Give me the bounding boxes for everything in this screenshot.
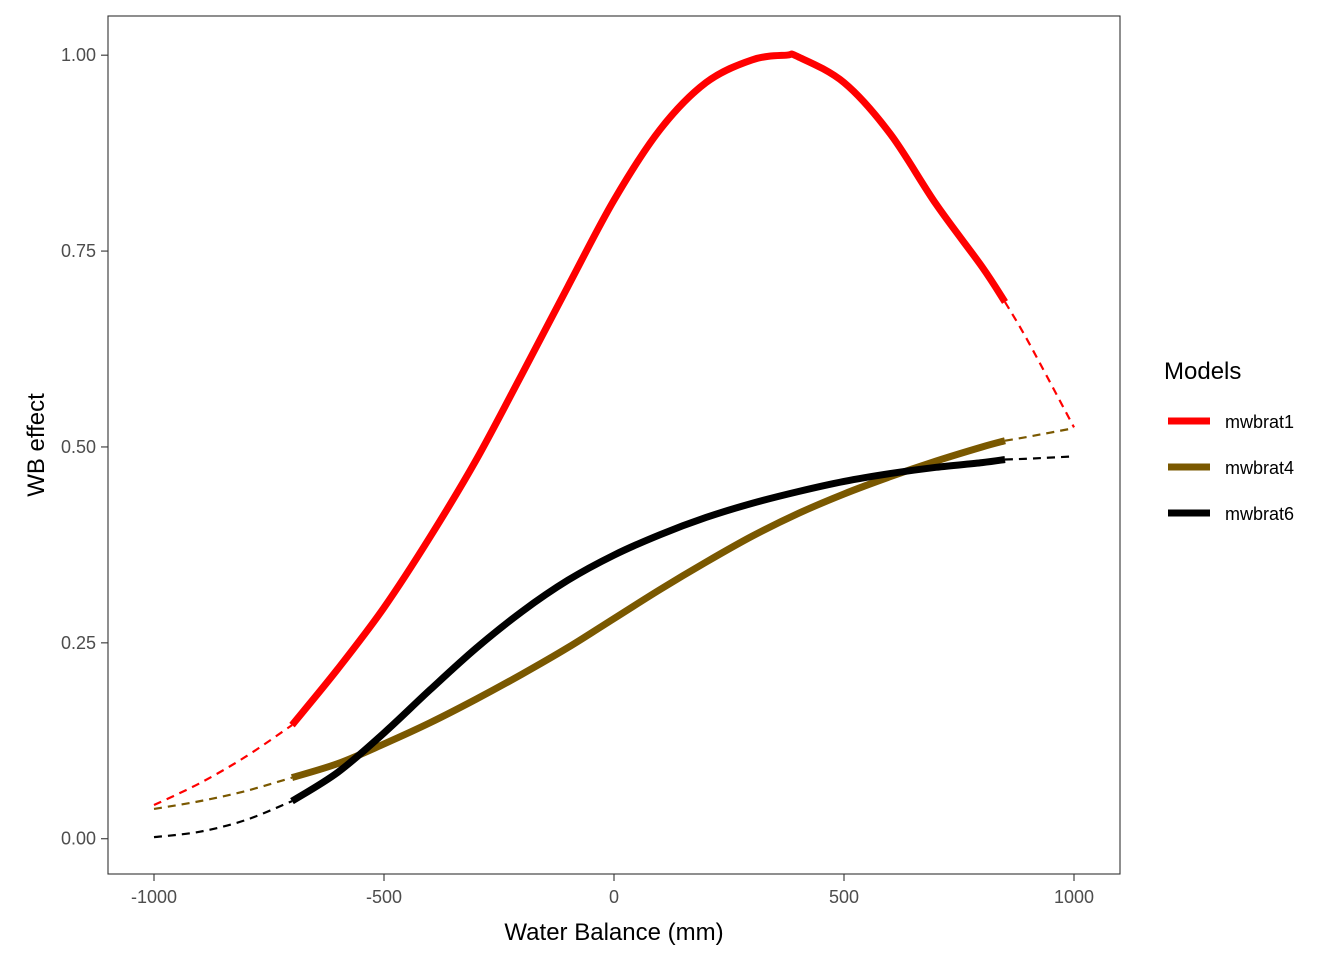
y-tick-label: 1.00 bbox=[61, 45, 96, 65]
x-axis: -1000 -500 0 500 1000 bbox=[131, 874, 1094, 907]
x-tick-label: 1000 bbox=[1054, 887, 1094, 907]
series-mwbrat4-extrapolation-high bbox=[1004, 427, 1075, 442]
legend-label-mwbrat1: mwbrat1 bbox=[1225, 412, 1294, 432]
x-axis-title: Water Balance (mm) bbox=[504, 919, 723, 946]
y-axis-title: WB effect bbox=[23, 393, 50, 497]
legend-title: Models bbox=[1164, 358, 1241, 385]
x-tick-label: -500 bbox=[366, 887, 402, 907]
series-mwbrat6-extrapolation-low bbox=[153, 800, 293, 839]
y-axis: 0.00 0.25 0.50 0.75 1.00 bbox=[61, 45, 108, 849]
series-mwbrat6-line bbox=[290, 456, 1006, 805]
y-tick-label: 0.25 bbox=[61, 633, 96, 653]
series-mwbrat6 bbox=[153, 455, 1075, 839]
series-mwbrat6-extrapolation-high bbox=[1004, 455, 1075, 461]
legend-items: mwbrat1 mwbrat4 mwbrat6 bbox=[1168, 412, 1294, 524]
legend: Models mwbrat1 mwbrat4 mwbrat6 bbox=[1164, 358, 1294, 524]
x-tick-label: 0 bbox=[609, 887, 619, 907]
y-tick-label: 0.00 bbox=[61, 829, 96, 849]
series-mwbrat1 bbox=[153, 50, 1075, 807]
y-tick-label: 0.75 bbox=[61, 241, 96, 261]
legend-label-mwbrat6: mwbrat6 bbox=[1225, 504, 1294, 524]
series-mwbrat1-extrapolation-low bbox=[153, 724, 293, 807]
series-mwbrat1-line bbox=[289, 50, 1008, 728]
legend-label-mwbrat4: mwbrat4 bbox=[1225, 458, 1294, 478]
plot-panel bbox=[108, 16, 1120, 874]
series-mwbrat1-extrapolation-high bbox=[1004, 301, 1075, 428]
series-mwbrat4-extrapolation-low bbox=[153, 776, 293, 811]
series-layer bbox=[153, 50, 1075, 839]
y-tick-label: 0.50 bbox=[61, 437, 96, 457]
x-tick-label: 500 bbox=[829, 887, 859, 907]
x-tick-label: -1000 bbox=[131, 887, 177, 907]
